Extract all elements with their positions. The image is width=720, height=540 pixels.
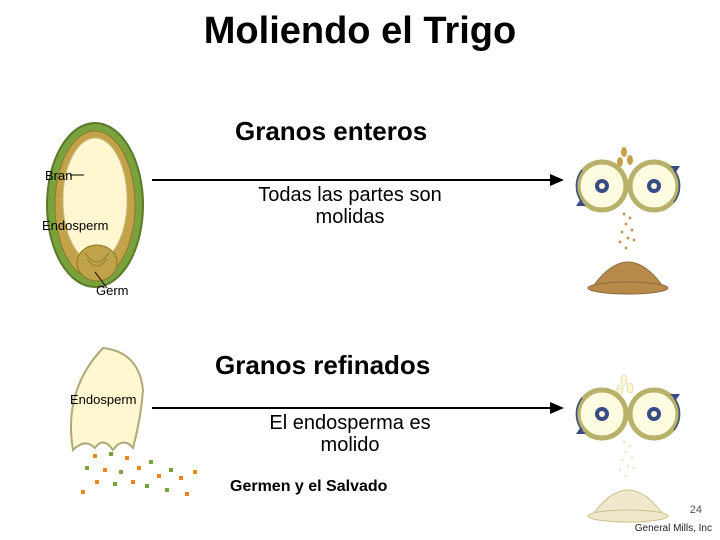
refined-grains-title: Granos refinados [215,350,430,381]
slide: Moliendo el Trigo Bran Endosperm Germ Gr… [0,0,720,540]
rollers-top [558,140,708,300]
refined-grain-kernel [45,340,215,505]
whole-grains-title: Granos enteros [235,116,427,147]
page-number: 24 [690,504,702,516]
refined-grains-body: El endosperma es molido [250,412,450,456]
refined-grains-body-l2: molido [321,434,380,456]
endosperm-label-bottom: Endosperm [70,392,136,407]
bran-leader-line [70,173,110,177]
rollers-bottom [558,368,708,528]
arrow-refined-grain [150,398,566,418]
germ-bran-caption: Germen y el Salvado [230,478,387,496]
bran-label: Bran [45,168,72,183]
germ-leader-line [93,270,113,290]
endosperm-label-top: Endosperm [42,218,108,233]
arrow-whole-grain [150,170,566,190]
whole-grains-body: Todas las partes son molidas [240,184,460,228]
whole-grain-kernel [35,115,165,295]
footer-credit: General Mills, Inc [635,523,712,534]
whole-grains-body-l2: molidas [316,206,385,228]
page-title: Moliendo el Trigo [0,10,720,53]
